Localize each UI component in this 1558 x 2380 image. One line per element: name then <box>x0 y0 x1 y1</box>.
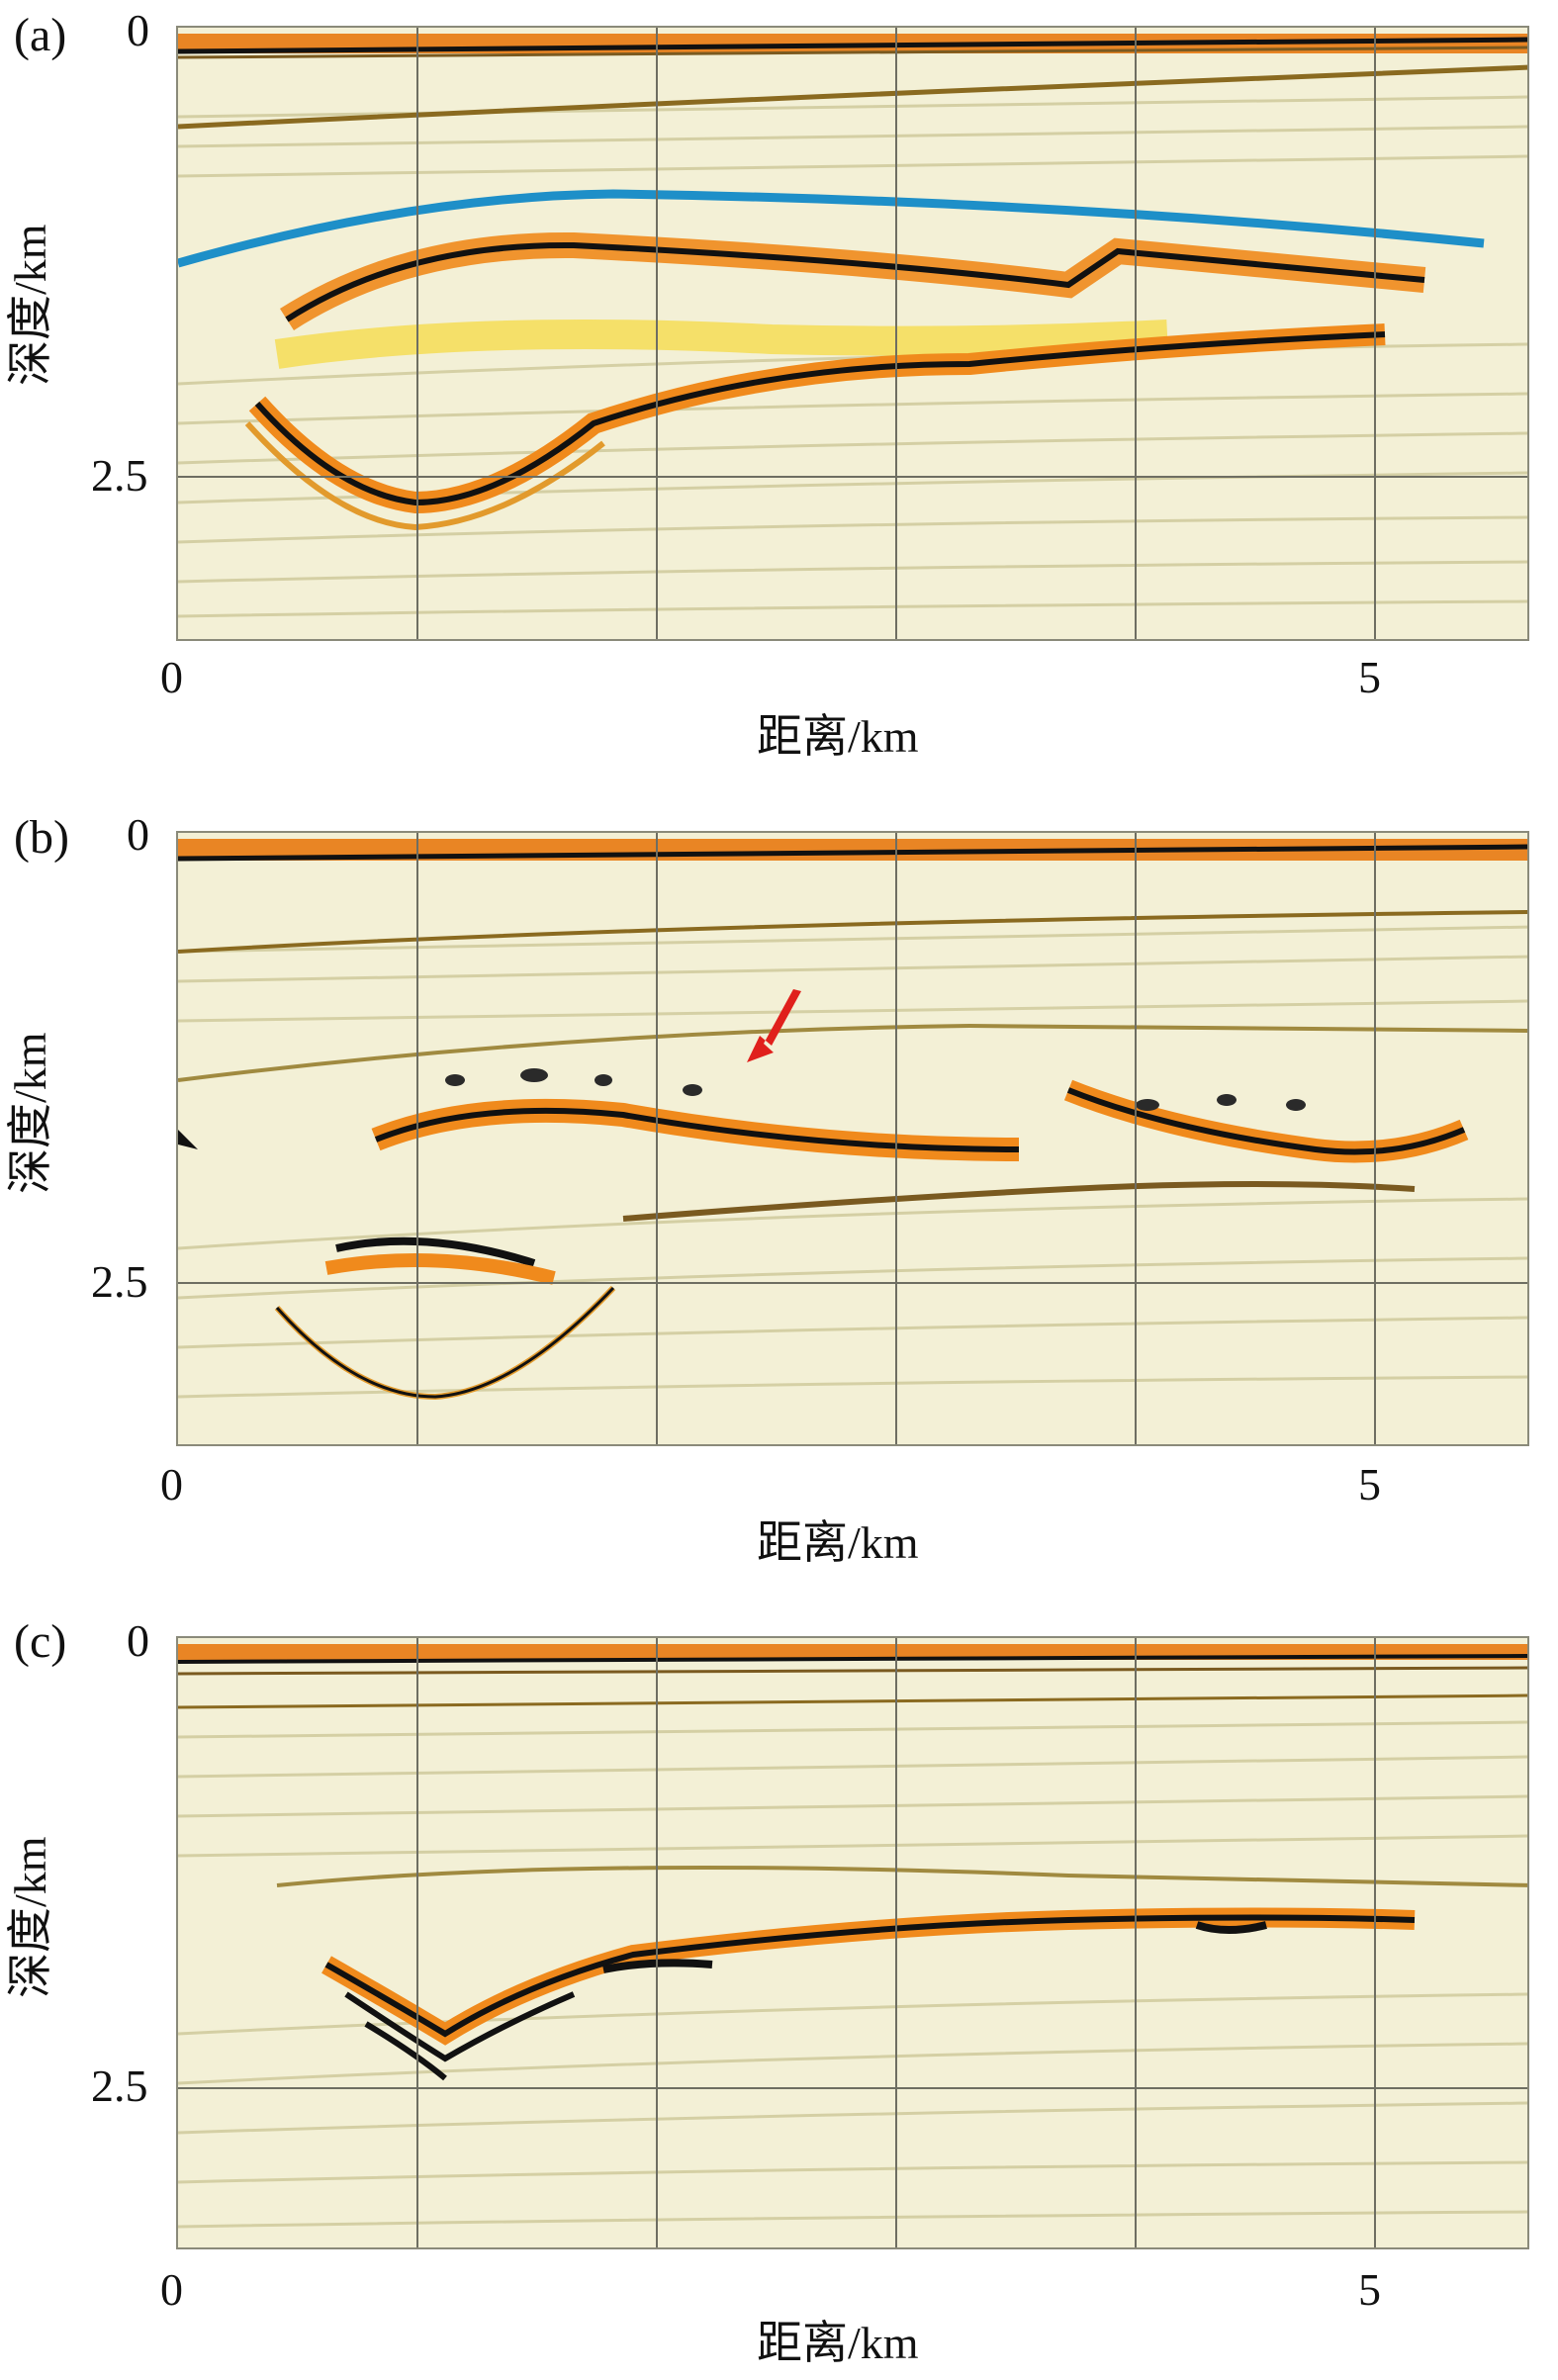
panel-label: (c) <box>14 1615 67 1668</box>
seismic-image-c <box>178 1638 1527 2247</box>
seismic-section-c <box>176 1636 1529 2249</box>
seismic-section-b <box>176 831 1529 1446</box>
panel-b: (b) 0 2.5 深度/km <box>0 806 1558 1588</box>
y-tick-0: 0 <box>127 1615 149 1666</box>
seismic-image-a <box>178 28 1527 639</box>
y-tick-2.5: 2.5 <box>91 2060 148 2111</box>
panel-label: (b) <box>14 811 69 864</box>
x-tick-5: 5 <box>1358 1459 1381 1510</box>
panel-a: (a) 0 2.5 深度/km <box>0 0 1558 781</box>
seismic-section-a <box>176 26 1529 641</box>
x-tick-5: 5 <box>1358 2264 1381 2315</box>
x-tick-5: 5 <box>1358 652 1381 702</box>
y-axis-label: 深度/km <box>5 1032 55 1194</box>
y-tick-2.5: 2.5 <box>91 1256 148 1307</box>
x-tick-0: 0 <box>160 652 183 702</box>
x-tick-0: 0 <box>160 2264 183 2315</box>
x-tick-0: 0 <box>160 1459 183 1510</box>
y-axis-label: 深度/km <box>5 1836 55 1998</box>
panel-c: (c) 0 2.5 深度/km <box>0 1610 1558 2380</box>
panel-label: (a) <box>14 9 67 61</box>
x-axis-label: 距离/km <box>757 711 919 762</box>
y-tick-0: 0 <box>127 809 149 860</box>
seismic-image-b <box>178 833 1527 1444</box>
y-tick-2.5: 2.5 <box>91 450 148 501</box>
x-axis-label: 距离/km <box>757 2318 919 2368</box>
x-axis-label: 距离/km <box>757 1517 919 1568</box>
y-axis-label: 深度/km <box>5 224 55 386</box>
y-tick-0: 0 <box>127 5 149 55</box>
